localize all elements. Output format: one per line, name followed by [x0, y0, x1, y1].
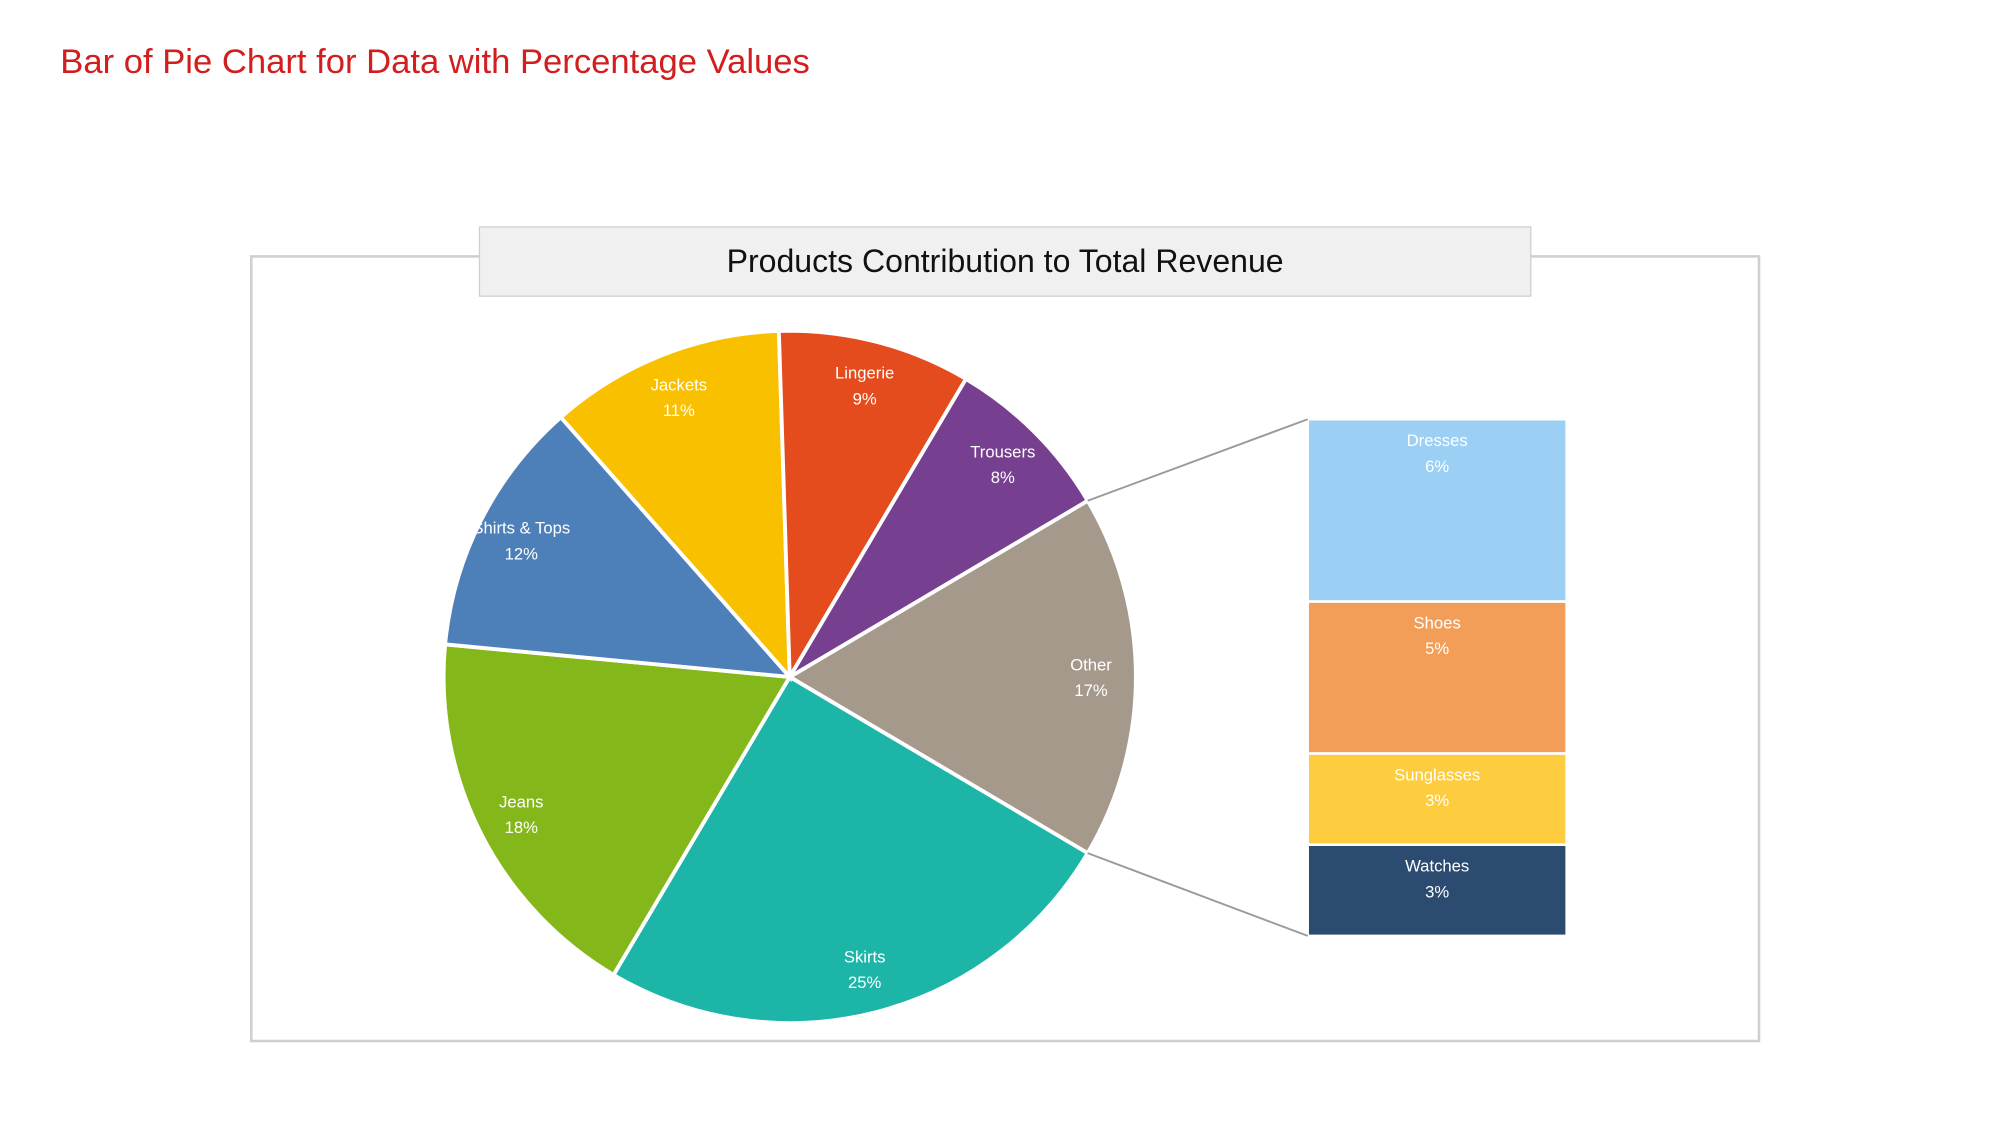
- pie-slice-shirts-tops: [443, 414, 795, 680]
- data-label-lingerie: Lingerie: [835, 364, 894, 383]
- data-value-watches: 3%: [1425, 882, 1449, 901]
- pie-slice-skirts: [610, 674, 1091, 1025]
- data-label-trousers: Trousers: [970, 442, 1035, 461]
- page-title: Bar of Pie Chart for Data with Percentag…: [60, 43, 810, 81]
- data-value-sunglasses: 3%: [1425, 791, 1449, 810]
- bar-segment-dresses: [1306, 417, 1568, 603]
- chart-title: Products Contribution to Total Revenue: [727, 243, 1284, 279]
- data-value-other: 17%: [1074, 681, 1108, 700]
- chart-title-box: [478, 226, 1532, 297]
- pie-slice-trousers: [788, 376, 1091, 679]
- pie-slice-jackets: [558, 328, 792, 683]
- data-value-shirts-tops: 12%: [505, 544, 539, 563]
- data-value-jackets: 11%: [663, 401, 695, 420]
- pie-slice-other: [785, 498, 1138, 856]
- data-value-lingerie: 9%: [853, 389, 877, 408]
- bar-segment-sunglasses: [1306, 752, 1568, 847]
- data-label-other: Other: [1070, 656, 1112, 675]
- data-value-jeans: 18%: [505, 818, 539, 837]
- data-label-dresses: Dresses: [1407, 431, 1468, 450]
- connector-top: [1087, 418, 1309, 502]
- data-label-jeans: Jeans: [499, 792, 543, 811]
- data-label-shoes: Shoes: [1414, 614, 1461, 633]
- data-label-sunglasses: Sunglasses: [1394, 765, 1480, 784]
- connector-lines: [1087, 418, 1309, 937]
- data-label-skirts: Skirts: [844, 947, 886, 966]
- pie: Other 17% Skirts 25% Jeans 18% Shirts & Tops 12…: [441, 328, 1138, 1025]
- data-value-dresses: 6%: [1425, 457, 1449, 476]
- connector-bottom: [1087, 852, 1309, 937]
- stacked-bar: Dresses 6% Shoes 5% Sunglasses 3% Watches 3%: [1306, 417, 1568, 938]
- data-value-shoes: 5%: [1425, 639, 1449, 658]
- pie-slice-lingerie: [776, 328, 969, 684]
- data-value-trousers: 8%: [991, 468, 1015, 487]
- data-value-skirts: 25%: [848, 973, 882, 992]
- bar-segment-watches: [1306, 843, 1568, 938]
- data-label-shirts-tops: Shirts & Tops: [472, 519, 570, 538]
- data-label-watches: Watches: [1405, 857, 1469, 876]
- data-label-jackets: Jackets: [651, 375, 707, 394]
- pie-slice-jeans: [441, 642, 793, 978]
- bar-segment-shoes: [1306, 600, 1568, 755]
